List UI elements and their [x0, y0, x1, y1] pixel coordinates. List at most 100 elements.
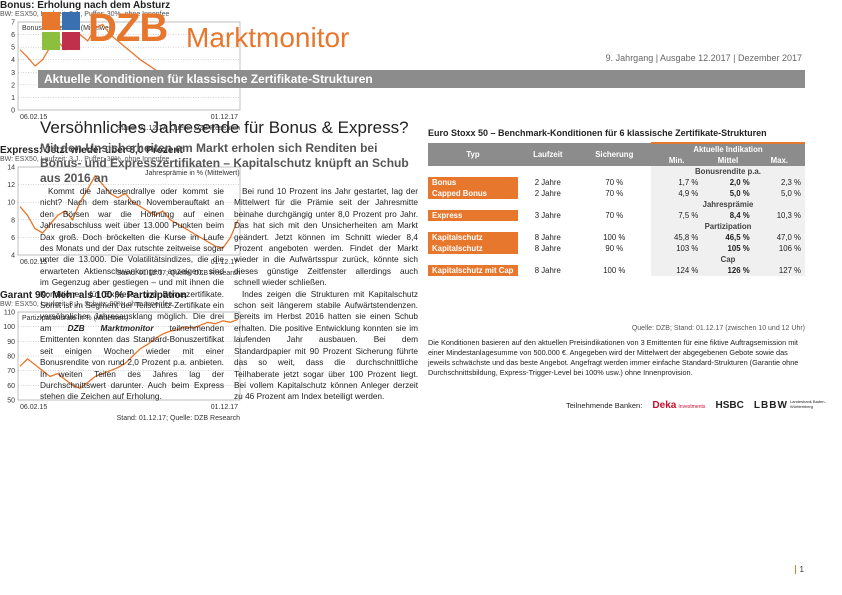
banks-label: Teilnehmende Banken:	[566, 401, 643, 410]
y-tick-label: 3	[11, 70, 15, 77]
y-tick-label: 110	[4, 310, 15, 317]
cell: 8 Jahre	[534, 233, 561, 242]
header-cell: Sicherung	[577, 143, 651, 166]
y-tick-label: 7	[11, 20, 15, 27]
header-cell: Mittel	[702, 155, 754, 166]
text: Kommt die Jahresendrallye oder kommt sie…	[40, 186, 224, 333]
row: Kapitalschutz 8 Jahre 90 % 103 % 105 % 106 %	[428, 243, 805, 254]
text: teilnehmenden Emittenten konnten das Sta…	[40, 322, 224, 402]
headline: Versöhnliches Jahresende für Bonus & Exp…	[40, 118, 409, 137]
cell: 46,5 %	[702, 232, 754, 243]
cell: 70 %	[605, 211, 624, 220]
logo-text: Marktmonitor	[186, 22, 350, 53]
y-tick-label: 8	[11, 217, 15, 224]
cell: 8 Jahre	[534, 266, 561, 275]
x-tick-label: 06.02.15	[20, 114, 47, 121]
y-tick-label: 12	[7, 182, 15, 189]
cell: 127 %	[753, 265, 805, 276]
header-cell: Laufzeit	[518, 143, 578, 166]
bank-logo: Deka	[652, 400, 677, 411]
notes: Die Konditionen basieren auf den aktuell…	[428, 338, 799, 377]
chart-plot: 50 60 70 80 90 100 110 Partizipationsrate in % …	[3, 310, 241, 422]
cell: 106 %	[753, 243, 805, 254]
chart-subtitle: BW: ESX50, Laufzeit: 8 J., Schutz: 90%, …	[0, 301, 173, 308]
row: Express 3 Jahre 70 % 7,5 % 8,4 % 10,3 %	[428, 210, 805, 221]
chart-title: Bonus: Erholung nach dem Absturz	[0, 0, 171, 11]
banks: Teilnehmende Banken: Deka Investments HS…	[566, 399, 830, 411]
cell: 90 %	[605, 244, 624, 253]
table: Typ Laufzeit Sicherung Aktuelle Indikation M…	[428, 142, 805, 276]
y-tick-label: 0	[11, 108, 15, 115]
table-source: Quelle: DZB; Stand: 01.12.17 (zwischen 1…	[631, 325, 805, 332]
cell: 103 %	[650, 243, 703, 254]
y-tick-label: 6	[11, 235, 15, 242]
cell: 124 %	[650, 265, 703, 276]
bank-logo: LBBW	[753, 400, 788, 411]
bank-logo-sub: Landesbank Baden-Württemberg	[790, 399, 826, 409]
axis-label: Partizipationsrate in % (Mittelwert)	[22, 315, 128, 322]
chart: Express: Jetzt wieder über 8,0 Prozent BW…	[0, 145, 842, 290]
cell: 1,7 %	[650, 177, 703, 188]
logo-icon	[42, 12, 80, 50]
cell: 100 %	[603, 233, 626, 242]
y-tick-label: 100	[3, 324, 15, 331]
paragraph: Bei rund 10 Prozent ins Jahr gestartet, …	[234, 186, 418, 289]
header-cell: Min.	[650, 155, 703, 166]
chart-source: Stand: 01.12.17; Quelle: DZB Research	[117, 415, 240, 422]
chart-subtitle: BW: ESX50, Laufzeit: 2 J., Puffer: 30%, …	[0, 11, 170, 18]
line	[19, 174, 239, 249]
cell: 8,4 %	[702, 210, 754, 221]
y-tick-label: 70	[7, 368, 15, 375]
cell: 45,8 %	[650, 232, 703, 243]
cell: 2 Jahre	[534, 189, 561, 198]
cell: 2,0 %	[702, 177, 754, 188]
y-tick-label: 4	[11, 253, 15, 260]
section-row: Partizipation	[428, 221, 805, 232]
cell: 10,3 %	[753, 210, 805, 221]
cell: 5,0 %	[702, 188, 754, 199]
bank-logo: HSBC	[715, 400, 744, 411]
header-row: Typ Laufzeit Sicherung Aktuelle Indikation	[428, 142, 805, 166]
row: Bonus 2 Jahre 70 % 1,7 % 2,0 % 2,3 %	[428, 177, 805, 188]
header-cell: Typ	[428, 143, 518, 166]
y-tick-label: 5	[11, 45, 15, 52]
section-cell: Cap	[650, 254, 805, 265]
cell: Kapitalschutz	[428, 243, 518, 254]
y-tick-label: 14	[7, 165, 15, 172]
row: Kapitalschutz 8 Jahre 100 % 45,8 % 46,5 % 47,…	[428, 232, 805, 243]
cell: 47,0 %	[753, 232, 805, 243]
y-tick-label: 1	[11, 95, 15, 102]
header-row: Min. Mittel Max.	[428, 155, 805, 166]
article-body: Kommt die Jahresendrallye oder kommt sie…	[40, 186, 418, 416]
section-row: Jahresprämie	[428, 199, 805, 210]
cell: Bonus	[428, 177, 518, 188]
section-row: Cap	[428, 254, 805, 265]
y-tick-label: 6	[11, 32, 15, 39]
cell: 3 Jahre	[534, 211, 561, 220]
y-tick-label: 80	[7, 354, 15, 361]
cell: 4,9 %	[650, 188, 703, 199]
cell: 70 %	[605, 189, 624, 198]
axis-label: Jahresprämie in % (Mittelwert)	[145, 170, 240, 177]
chart-source: Stand: 01.12.17; Quelle: DZB Research	[117, 270, 240, 277]
row: Capped Bonus 2 Jahre 70 % 4,9 % 5,0 % 5,0 %	[428, 188, 805, 199]
y-tick-label: 4	[11, 57, 15, 64]
cell: 70 %	[605, 178, 624, 187]
chart-title: Garant 90: Mehr als 100 % Partizipation	[0, 290, 187, 301]
y-tick-label: 60	[7, 383, 15, 390]
cell: 126 %	[702, 265, 754, 276]
cell: 105 %	[702, 243, 754, 254]
cell: Kapitalschutz	[428, 232, 518, 243]
issue-info: 9. Jahrgang | Ausgabe 12.2017 | Dezember…	[605, 53, 802, 63]
text: Bei rund 10 Prozent ins Jahr gestartet, …	[234, 186, 418, 288]
text: Indes zeigen die Strukturen mit Kapitals…	[234, 288, 418, 402]
logo-text: DZB	[88, 6, 168, 50]
cell: Kapitalschutz mit Cap	[428, 265, 518, 276]
chart-title: Express: Jetzt wieder über 8,0 Prozent	[0, 145, 183, 156]
x-tick-label: 01.12.17	[211, 404, 238, 411]
row: Kapitalschutz mit Cap 8 Jahre 100 % 124 % 12…	[428, 265, 805, 276]
section-row: Bonusrendite p.a.	[428, 166, 805, 177]
spacer	[428, 221, 651, 232]
header-cell: Aktuelle Indikation	[650, 142, 805, 155]
